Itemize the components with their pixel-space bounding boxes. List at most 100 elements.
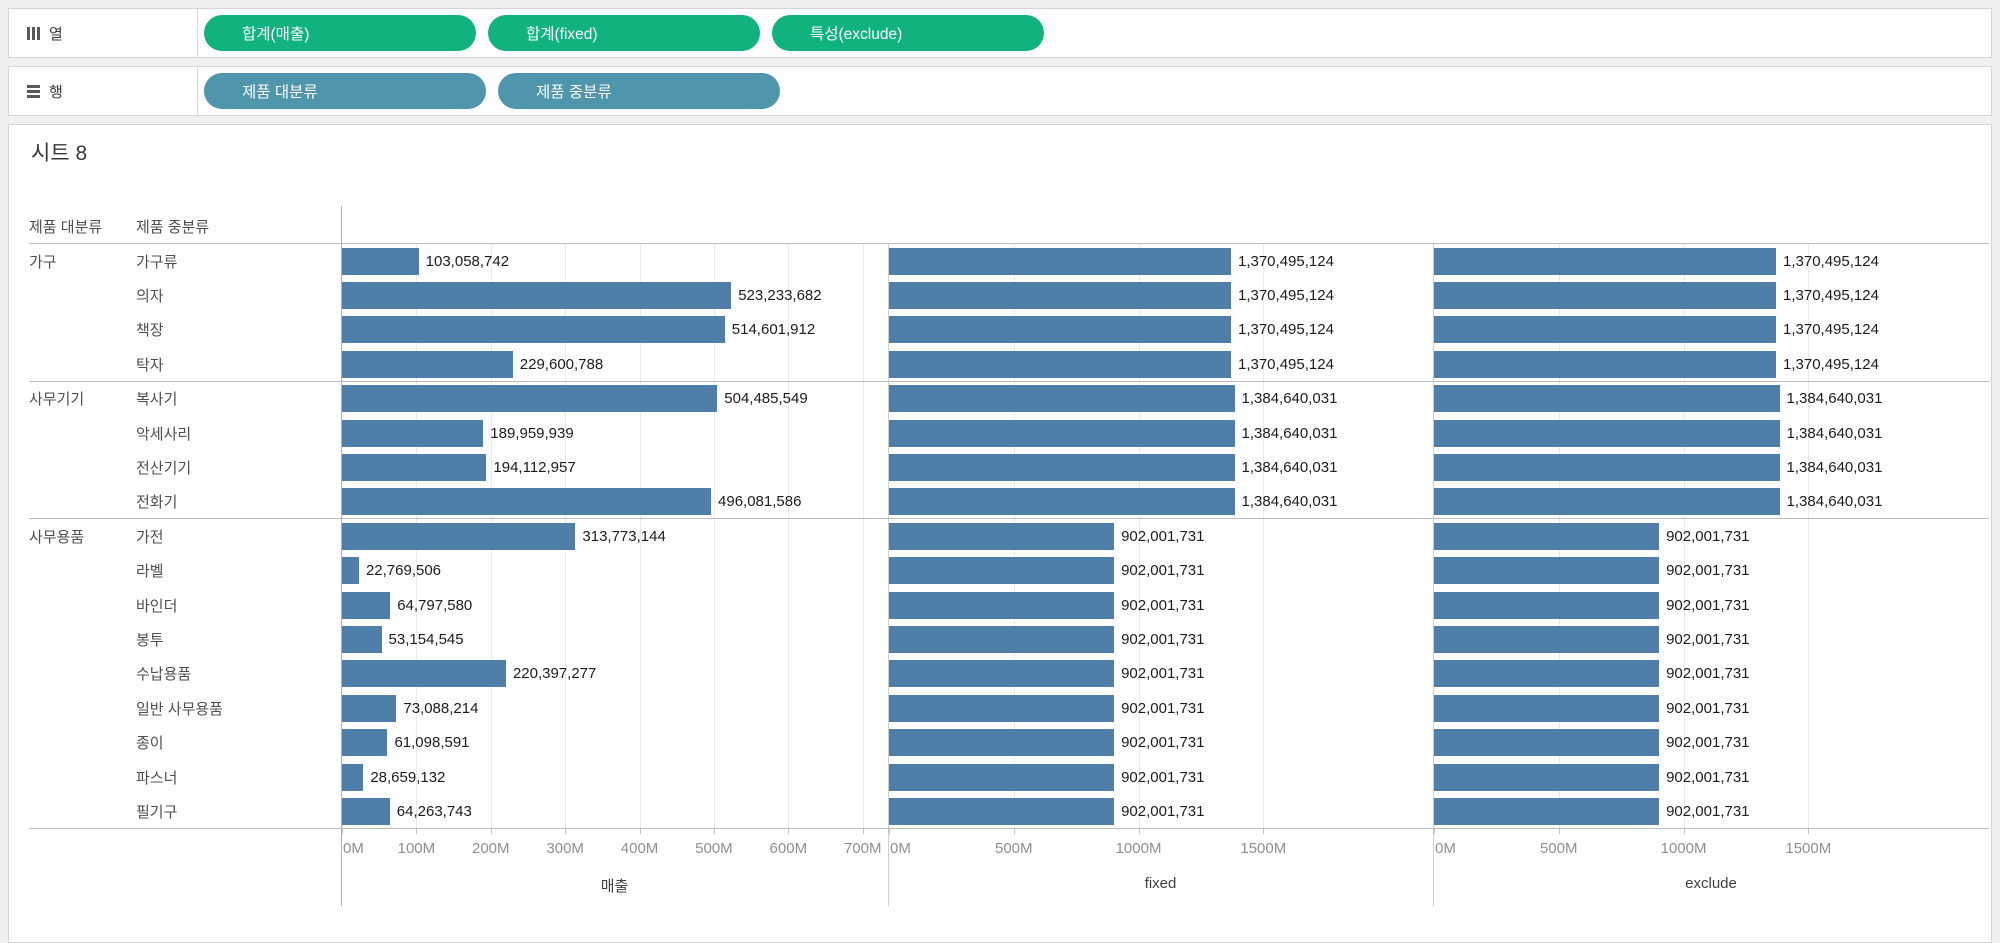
bar[interactable]	[889, 316, 1231, 344]
column-shelf-pill[interactable]: 특성(exclude)	[772, 15, 1044, 51]
bar[interactable]	[342, 729, 388, 757]
bar-value-label: 64,263,743	[396, 802, 472, 820]
bar[interactable]	[1434, 591, 1660, 619]
bar[interactable]	[889, 694, 1115, 722]
major-category-label[interactable]	[29, 691, 136, 725]
bar[interactable]	[342, 797, 390, 825]
major-category-label[interactable]	[29, 278, 136, 312]
major-category-label[interactable]	[29, 622, 136, 656]
subcategory-label[interactable]: 전산기기	[136, 460, 192, 478]
bar[interactable]	[889, 350, 1231, 378]
bar[interactable]	[889, 591, 1115, 619]
major-category-label[interactable]	[29, 554, 136, 588]
bar[interactable]	[342, 316, 725, 344]
column-shelf-pill[interactable]: 합계(매출)	[204, 15, 476, 51]
bar[interactable]	[889, 763, 1115, 791]
bar-row: 1,370,495,124	[889, 244, 1433, 278]
panel-axis-line	[1433, 206, 1434, 906]
bar[interactable]	[1434, 797, 1660, 825]
subcategory-label[interactable]: 수납용품	[136, 666, 192, 684]
bar[interactable]	[342, 282, 732, 310]
bar[interactable]	[1434, 625, 1660, 653]
bar[interactable]	[1434, 763, 1660, 791]
bar[interactable]	[1434, 660, 1660, 688]
bar[interactable]	[1434, 488, 1780, 516]
bar[interactable]	[1434, 729, 1660, 757]
subcategory-label[interactable]: 탁자	[136, 356, 164, 374]
bar[interactable]	[342, 350, 513, 378]
bar[interactable]	[889, 247, 1231, 275]
bar-row: 313,773,144	[342, 519, 888, 553]
major-category-label[interactable]	[29, 416, 136, 450]
subcategory-label[interactable]: 바인더	[136, 597, 178, 615]
subcategory-label[interactable]: 종이	[136, 735, 164, 753]
bar[interactable]	[889, 729, 1115, 757]
bar[interactable]	[342, 660, 506, 688]
subcategory-label[interactable]: 봉투	[136, 631, 164, 649]
subcategory-label[interactable]: 의자	[136, 288, 164, 306]
bar[interactable]	[1434, 694, 1660, 722]
bar-value-label: 902,001,731	[1121, 802, 1205, 820]
bar[interactable]	[889, 797, 1115, 825]
bar[interactable]	[889, 488, 1235, 516]
subcategory-label[interactable]: 일반 사무용품	[136, 700, 223, 718]
gridline	[862, 244, 864, 829]
subcategory-label[interactable]: 필기구	[136, 803, 178, 821]
major-category-label[interactable]	[29, 485, 136, 519]
major-category-label[interactable]	[29, 347, 136, 381]
bar[interactable]	[342, 522, 576, 550]
bar[interactable]	[889, 660, 1115, 688]
bar-row: 1,370,495,124	[1434, 244, 1989, 278]
bar[interactable]	[342, 694, 397, 722]
major-category-label[interactable]: 사무기기	[29, 391, 85, 409]
major-category-label[interactable]: 사무용품	[29, 528, 85, 546]
bar[interactable]	[1434, 419, 1780, 447]
bar[interactable]	[889, 282, 1231, 310]
major-category-label[interactable]	[29, 450, 136, 484]
bar[interactable]	[342, 419, 484, 447]
major-category-label[interactable]	[29, 725, 136, 759]
bar[interactable]	[342, 247, 419, 275]
subcategory-label[interactable]: 악세사리	[136, 425, 192, 443]
bar[interactable]	[342, 488, 712, 516]
major-category-label[interactable]	[29, 313, 136, 347]
bar[interactable]	[889, 454, 1235, 482]
bar[interactable]	[1434, 350, 1776, 378]
bar[interactable]	[889, 557, 1115, 585]
bar[interactable]	[342, 625, 382, 653]
major-category-label[interactable]	[29, 657, 136, 691]
subcategory-label[interactable]: 전화기	[136, 494, 178, 512]
bar[interactable]	[1434, 282, 1776, 310]
bar[interactable]	[889, 385, 1235, 413]
bar[interactable]	[1434, 385, 1780, 413]
major-category-label[interactable]	[29, 588, 136, 622]
bar[interactable]	[889, 522, 1115, 550]
bar[interactable]	[342, 763, 364, 791]
major-category-label[interactable]	[29, 760, 136, 794]
bar[interactable]	[889, 419, 1235, 447]
row-header-minor-title: 제품 중분류	[136, 219, 210, 236]
bar-value-label: 902,001,731	[1666, 802, 1750, 820]
bar[interactable]	[1434, 522, 1660, 550]
subcategory-label[interactable]: 책장	[136, 322, 164, 340]
subcategory-label[interactable]: 파스너	[136, 769, 178, 787]
bar[interactable]	[1434, 247, 1776, 275]
bar[interactable]	[342, 454, 487, 482]
subcategory-label[interactable]: 라벨	[136, 563, 164, 581]
row-shelf-pill[interactable]: 제품 중분류	[498, 73, 780, 109]
bar[interactable]	[342, 557, 359, 585]
bar[interactable]	[1434, 557, 1660, 585]
bar[interactable]	[1434, 316, 1776, 344]
column-shelf-pill[interactable]: 합계(fixed)	[488, 15, 760, 51]
subcategory-label[interactable]: 복사기	[136, 391, 178, 409]
subcategory-label[interactable]: 가전	[136, 528, 164, 546]
major-category-label[interactable]: 가구	[29, 253, 57, 271]
subcategory-label[interactable]: 가구류	[136, 253, 178, 271]
bar-value-label: 523,233,682	[738, 287, 822, 305]
major-category-label[interactable]	[29, 794, 136, 828]
bar[interactable]	[342, 385, 718, 413]
bar[interactable]	[342, 591, 391, 619]
bar[interactable]	[1434, 454, 1780, 482]
bar[interactable]	[889, 625, 1115, 653]
row-shelf-pill[interactable]: 제품 대분류	[204, 73, 486, 109]
